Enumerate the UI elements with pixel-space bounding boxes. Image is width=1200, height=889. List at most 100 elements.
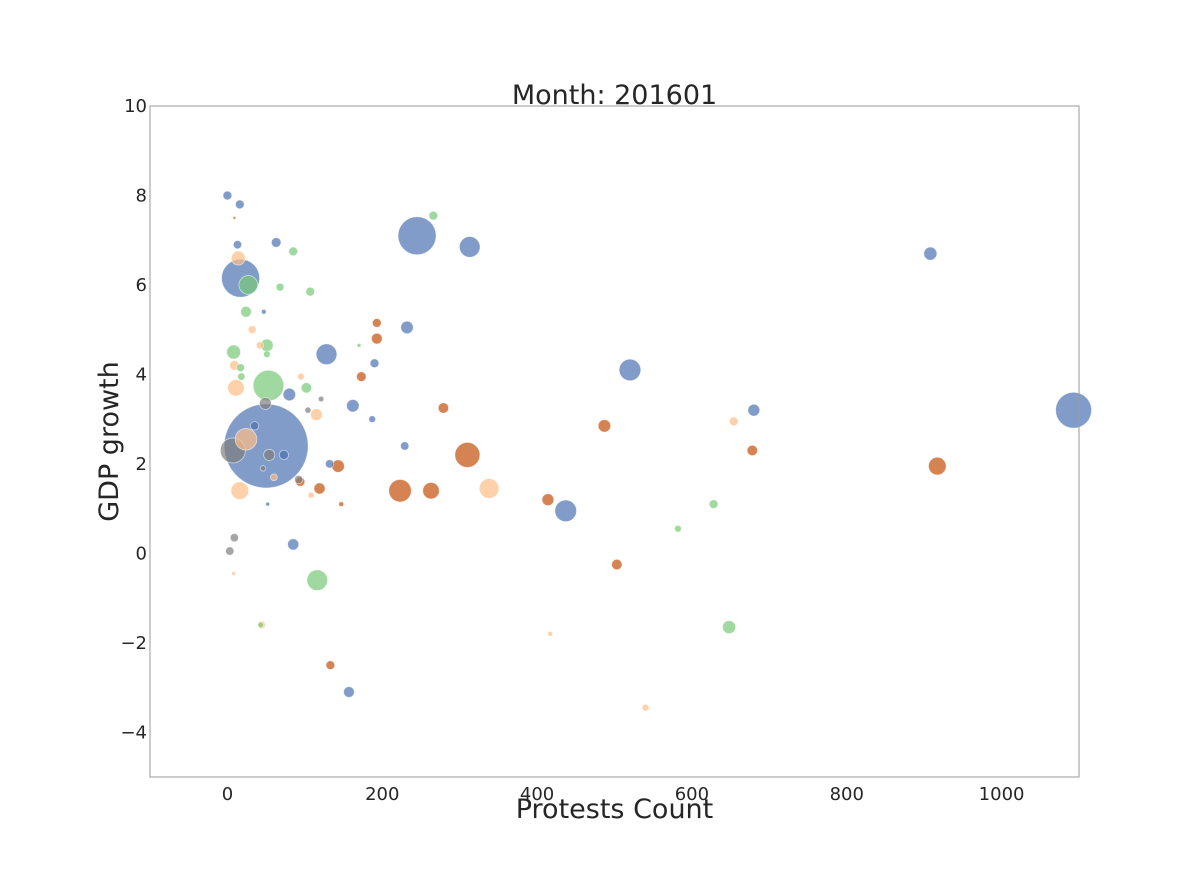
data-point bbox=[325, 459, 335, 469]
data-point bbox=[722, 620, 737, 635]
data-point bbox=[288, 246, 299, 257]
data-point bbox=[674, 524, 682, 533]
data-point bbox=[747, 403, 761, 417]
data-point bbox=[270, 237, 282, 248]
y-axis-label: GDP growth bbox=[94, 361, 125, 522]
y-tick-label: 8 bbox=[136, 185, 147, 206]
data-point bbox=[282, 387, 297, 402]
data-point bbox=[259, 397, 272, 410]
data-point bbox=[234, 428, 258, 451]
data-point bbox=[597, 419, 612, 433]
data-point bbox=[255, 341, 265, 350]
data-point bbox=[263, 448, 276, 461]
data-point bbox=[317, 395, 325, 403]
data-point bbox=[478, 478, 500, 499]
data-point bbox=[306, 569, 329, 591]
data-point bbox=[428, 210, 439, 221]
data-point bbox=[554, 499, 577, 523]
y-tick-label: 10 bbox=[124, 96, 147, 117]
data-point bbox=[313, 482, 326, 495]
x-tick-label: 0 bbox=[222, 784, 233, 805]
data-point bbox=[356, 342, 362, 348]
data-point bbox=[437, 402, 450, 414]
x-tick-label: 600 bbox=[675, 784, 709, 805]
data-point bbox=[310, 408, 323, 421]
x-axis-ticks: 0 200 400 600 800 1000 bbox=[222, 784, 1025, 805]
data-point bbox=[278, 449, 289, 460]
x-tick-label: 200 bbox=[365, 784, 399, 805]
data-point bbox=[232, 240, 243, 250]
data-point bbox=[265, 501, 271, 507]
data-point bbox=[300, 382, 313, 394]
data-point bbox=[397, 216, 437, 256]
data-point bbox=[325, 660, 336, 670]
data-point bbox=[346, 399, 360, 413]
data-point bbox=[260, 308, 267, 315]
data-point bbox=[287, 538, 300, 551]
y-tick-label: 6 bbox=[136, 275, 147, 296]
data-point bbox=[923, 246, 938, 261]
data-point bbox=[257, 621, 264, 629]
data-point bbox=[275, 282, 285, 292]
data-point bbox=[611, 558, 623, 571]
data-point bbox=[252, 369, 285, 402]
data-point bbox=[225, 546, 235, 556]
data-point bbox=[368, 415, 377, 423]
data-point bbox=[400, 441, 410, 451]
data-point bbox=[227, 379, 245, 397]
data-point bbox=[270, 473, 278, 482]
x-axis-label: Protests Count bbox=[516, 794, 714, 825]
data-point bbox=[343, 686, 355, 698]
data-point bbox=[229, 533, 239, 543]
data-point bbox=[331, 459, 345, 473]
data-point bbox=[728, 416, 739, 427]
data-point bbox=[307, 491, 315, 499]
data-point bbox=[231, 571, 236, 576]
data-point bbox=[641, 703, 650, 712]
x-tick-label: 800 bbox=[830, 784, 864, 805]
data-point bbox=[297, 372, 305, 381]
y-tick-label: 0 bbox=[136, 543, 147, 564]
x-tick-label: 1000 bbox=[979, 784, 1025, 805]
data-point bbox=[304, 406, 312, 414]
data-point bbox=[247, 325, 257, 335]
y-tick-label: −4 bbox=[120, 722, 147, 743]
data-point bbox=[458, 236, 481, 258]
data-point bbox=[238, 275, 259, 295]
y-tick-label: −2 bbox=[120, 633, 147, 654]
data-point bbox=[338, 501, 345, 507]
data-point bbox=[746, 444, 758, 457]
data-point bbox=[230, 250, 246, 266]
data-point bbox=[369, 358, 380, 369]
data-point bbox=[315, 343, 338, 366]
data-point bbox=[232, 216, 237, 220]
data-point bbox=[454, 441, 481, 468]
plot-area-frame bbox=[149, 105, 1080, 778]
data-point bbox=[541, 493, 555, 506]
data-point bbox=[237, 372, 246, 381]
data-point bbox=[294, 474, 304, 485]
data-point bbox=[400, 320, 414, 335]
data-point bbox=[1055, 391, 1092, 429]
data-point bbox=[547, 631, 554, 637]
y-tick-label: 4 bbox=[136, 364, 147, 385]
data-point bbox=[422, 482, 440, 500]
data-point bbox=[372, 318, 382, 328]
data-point bbox=[236, 363, 245, 373]
data-point bbox=[234, 199, 245, 210]
data-point bbox=[708, 499, 719, 509]
y-axis-ticks: −4 −2 0 2 4 6 8 10 bbox=[120, 96, 147, 743]
data-point bbox=[222, 190, 233, 201]
data-point bbox=[249, 421, 260, 431]
data-point bbox=[371, 332, 383, 345]
points-layer bbox=[219, 190, 1092, 712]
data-point bbox=[263, 350, 271, 359]
data-point bbox=[240, 305, 252, 318]
data-point bbox=[305, 286, 316, 297]
data-point bbox=[618, 358, 642, 382]
x-tick-label: 400 bbox=[520, 784, 554, 805]
data-point bbox=[356, 371, 367, 382]
data-point bbox=[226, 344, 242, 360]
